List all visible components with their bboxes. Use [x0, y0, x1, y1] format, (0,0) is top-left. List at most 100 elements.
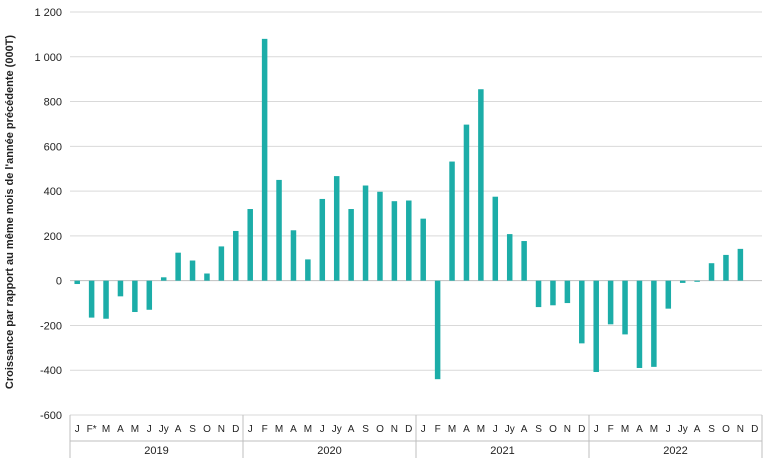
x-tick-label: J	[594, 424, 599, 435]
x-tick-label: Jy	[505, 424, 515, 435]
y-tick-label: 400	[44, 186, 62, 198]
bar	[535, 280, 542, 308]
x-tick-label: N	[564, 424, 571, 435]
bar	[694, 280, 700, 282]
x-tick-label: F	[262, 424, 268, 435]
x-tick-label: J	[421, 424, 426, 435]
x-tick-label: M	[621, 424, 629, 435]
bar	[679, 280, 686, 283]
bar	[622, 280, 628, 335]
bar	[723, 254, 729, 281]
x-tick-label: M	[448, 424, 456, 435]
y-tick-label: 600	[44, 141, 62, 153]
x-tick-label: J	[248, 424, 253, 435]
bar	[117, 280, 124, 297]
bar	[88, 280, 95, 318]
bar	[550, 280, 556, 306]
bars	[74, 38, 744, 380]
bar	[233, 230, 239, 281]
bar	[593, 280, 599, 373]
bar	[160, 277, 167, 281]
x-year-label: 2019	[144, 445, 168, 457]
x-tick-label: D	[232, 424, 239, 435]
y-tick-label: 1 000	[34, 52, 62, 64]
x-tick-label: Jy	[678, 424, 688, 435]
x-tick-label: J	[75, 424, 80, 435]
x-axis: J F* M A M J Jy A S O N D J F M A M J Jy A S O N D J F M A M J Jy A S O N D…	[69, 415, 763, 458]
x-tick-label: A	[636, 424, 643, 435]
bar	[607, 280, 614, 325]
x-tick-label: S	[708, 424, 715, 435]
x-tick-label: Jy	[332, 424, 342, 435]
x-tick-label: J	[320, 424, 325, 435]
bar	[478, 89, 484, 281]
bar	[506, 234, 513, 281]
y-tick-label: 800	[44, 97, 62, 109]
bar	[290, 230, 297, 281]
bar	[175, 252, 181, 281]
x-tick-label: A	[348, 424, 355, 435]
x-tick-label: N	[218, 424, 225, 435]
x-tick-label: N	[391, 424, 398, 435]
x-tick-label: O	[203, 424, 211, 435]
bar	[406, 200, 412, 281]
bar	[434, 280, 441, 380]
x-tick-label: D	[578, 424, 585, 435]
x-year-label: 2020	[317, 445, 341, 457]
x-tick-label: Jy	[159, 424, 169, 435]
bar	[333, 176, 340, 281]
x-tick-label: M	[304, 424, 312, 435]
x-tick-label: A	[290, 424, 297, 435]
bar	[189, 260, 196, 281]
bar	[276, 179, 282, 281]
bar	[204, 273, 210, 281]
bar	[103, 280, 109, 319]
y-tick-label: 200	[44, 231, 62, 243]
bar	[708, 263, 715, 281]
bar	[218, 246, 225, 281]
x-tick-label: F	[608, 424, 614, 435]
x-tick-label: F*	[87, 424, 97, 435]
x-tick-label: O	[549, 424, 557, 435]
bar	[319, 198, 326, 281]
bar	[391, 201, 398, 281]
bar	[651, 280, 657, 367]
x-year-label: 2021	[490, 445, 514, 457]
bar	[449, 161, 455, 281]
x-tick-label: N	[737, 424, 744, 435]
bar	[521, 241, 527, 281]
bar	[492, 196, 499, 281]
x-tick-label: A	[521, 424, 528, 435]
bar	[261, 38, 268, 281]
bar	[420, 218, 426, 281]
bar	[665, 280, 672, 309]
x-tick-label: A	[463, 424, 470, 435]
bar	[146, 280, 153, 310]
x-tick-label: D	[751, 424, 758, 435]
x-tick-label: D	[405, 424, 412, 435]
bar	[247, 209, 253, 281]
bar	[463, 124, 470, 281]
x-tick-label: J	[147, 424, 152, 435]
bar	[132, 280, 138, 313]
y-axis-ticks: 1 200 1 000 800 600 400 200 0 -200 -400 -600	[34, 7, 62, 422]
y-tick-label: 1 200	[34, 7, 62, 19]
bar	[564, 280, 571, 304]
x-year-label: 2022	[663, 445, 687, 457]
x-tick-label: M	[650, 424, 658, 435]
y-tick-label: 0	[56, 276, 62, 288]
x-tick-label: M	[131, 424, 139, 435]
y-tick-label: -200	[40, 320, 62, 332]
x-tick-label: M	[102, 424, 110, 435]
x-tick-label: A	[694, 424, 701, 435]
bar	[362, 185, 369, 281]
y-tick-label: -400	[40, 365, 62, 377]
x-tick-label: A	[117, 424, 124, 435]
x-tick-label: J	[493, 424, 498, 435]
x-tick-label: M	[275, 424, 283, 435]
x-tick-label: S	[535, 424, 542, 435]
x-tick-label: A	[175, 424, 182, 435]
y-tick-label: -600	[40, 410, 62, 422]
